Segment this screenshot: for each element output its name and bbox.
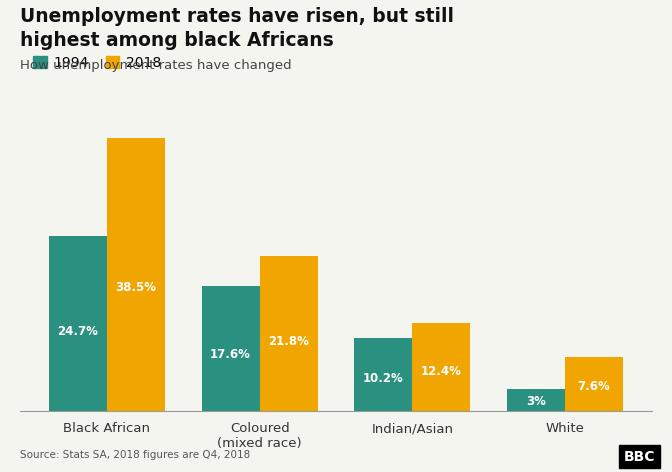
Bar [49, 236, 107, 411]
Text: 38.5%: 38.5% [116, 281, 157, 295]
Text: 17.6%: 17.6% [210, 348, 251, 361]
Text: 12.4%: 12.4% [421, 365, 462, 378]
Text: 10.2%: 10.2% [363, 371, 404, 385]
Bar [202, 286, 259, 411]
Bar [413, 323, 470, 411]
Bar [259, 256, 318, 411]
Text: highest among black Africans: highest among black Africans [20, 31, 334, 50]
Text: 21.8%: 21.8% [268, 335, 309, 348]
Bar [507, 389, 565, 411]
Text: 3%: 3% [526, 395, 546, 408]
Bar [565, 357, 623, 411]
Bar [354, 338, 413, 411]
Bar [107, 138, 165, 411]
Legend: 1994, 2018: 1994, 2018 [27, 50, 167, 75]
Text: How unemployment rates have changed: How unemployment rates have changed [20, 59, 292, 72]
Text: BBC: BBC [624, 449, 655, 464]
Text: 7.6%: 7.6% [578, 380, 610, 393]
Text: 24.7%: 24.7% [57, 326, 98, 338]
Text: Unemployment rates have risen, but still: Unemployment rates have risen, but still [20, 7, 454, 26]
Text: Source: Stats SA, 2018 figures are Q4, 2018: Source: Stats SA, 2018 figures are Q4, 2… [20, 450, 251, 460]
